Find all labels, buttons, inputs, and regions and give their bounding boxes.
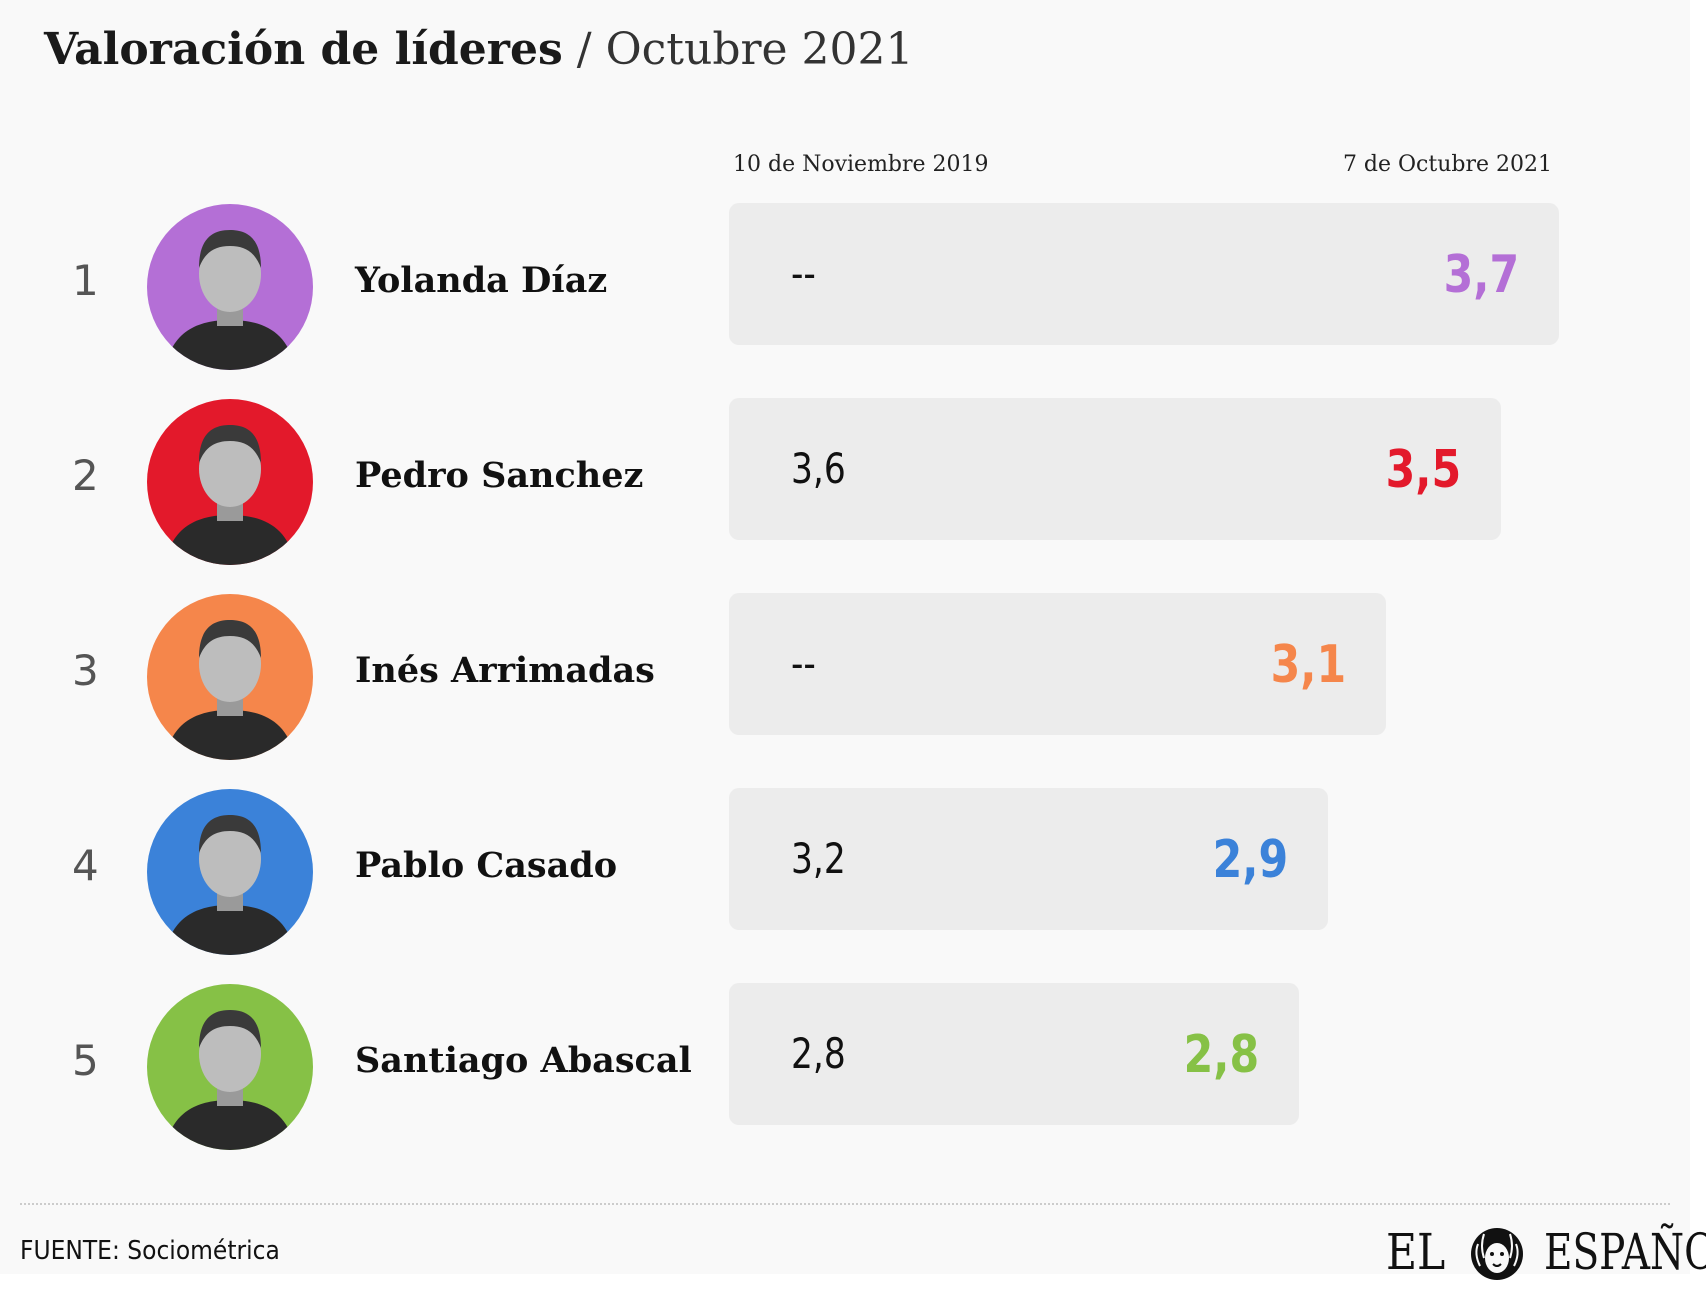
rank-number: 2 xyxy=(72,451,99,500)
rank-number: 3 xyxy=(72,646,99,695)
current-rating-label: 3,1 xyxy=(1270,635,1346,695)
current-rating-label: 2,9 xyxy=(1212,830,1288,890)
el-espanol-logo: EL ESPAÑOL xyxy=(1386,1218,1706,1281)
leader-avatar xyxy=(147,984,313,1150)
leader-row: 1 Yolanda Díaz -- 3,7 xyxy=(0,188,1690,378)
previous-rating-label: -- xyxy=(791,639,816,688)
column-header-previous: 10 de Noviembre 2019 xyxy=(733,152,989,177)
previous-rating-label: 2,8 xyxy=(791,1029,846,1078)
infographic-card: Valoración de líderes / Octubre 2021 10 … xyxy=(0,24,1706,1281)
logo-word-espanol: ESPAÑOL xyxy=(1543,1223,1706,1281)
source-note: FUENTE: Sociométrica xyxy=(20,1236,280,1266)
logo-word-el: EL xyxy=(1386,1223,1446,1281)
rating-bar: 3,2 2,9 xyxy=(729,788,1328,930)
leader-name: Inés Arrimadas xyxy=(355,650,655,691)
rank-number: 4 xyxy=(72,841,99,890)
rating-bar: 3,6 3,5 xyxy=(729,398,1502,540)
current-rating-label: 3,7 xyxy=(1443,245,1519,305)
leader-row: 5 Santiago Abascal 2,8 2,8 xyxy=(0,968,1690,1158)
footer-divider xyxy=(20,1203,1670,1205)
leader-name: Pedro Sanchez xyxy=(355,455,644,496)
rating-bar: 2,8 2,8 xyxy=(729,983,1299,1125)
rating-bar: -- 3,1 xyxy=(729,593,1386,735)
leader-avatar xyxy=(147,594,313,760)
rating-bar: -- 3,7 xyxy=(729,203,1559,345)
leader-avatar xyxy=(147,399,313,565)
chart-title: Valoración de líderes / Octubre 2021 xyxy=(44,24,914,75)
leader-avatar xyxy=(147,204,313,370)
title-main: Valoración de líderes xyxy=(44,24,563,75)
previous-rating-label: -- xyxy=(791,249,816,298)
title-subtitle: Octubre 2021 xyxy=(605,24,914,75)
leader-row: 2 Pedro Sanchez 3,6 3,5 xyxy=(0,383,1690,573)
rank-number: 5 xyxy=(72,1036,99,1085)
column-header-current: 7 de Octubre 2021 xyxy=(1342,152,1552,177)
rank-number: 1 xyxy=(72,256,99,305)
leader-name: Pablo Casado xyxy=(355,845,618,886)
leader-name: Yolanda Díaz xyxy=(355,260,608,301)
leader-row: 4 Pablo Casado 3,2 2,9 xyxy=(0,773,1690,963)
current-rating-label: 2,8 xyxy=(1183,1025,1259,1085)
previous-rating-label: 3,2 xyxy=(791,834,846,883)
leader-name: Santiago Abascal xyxy=(355,1040,692,1081)
previous-rating-label: 3,6 xyxy=(791,444,846,493)
leader-row: 3 Inés Arrimadas -- 3,1 xyxy=(0,578,1690,768)
leader-avatar xyxy=(147,789,313,955)
title-separator: / xyxy=(576,24,592,75)
current-rating-label: 3,5 xyxy=(1385,440,1462,500)
lion-icon xyxy=(1468,1222,1526,1282)
